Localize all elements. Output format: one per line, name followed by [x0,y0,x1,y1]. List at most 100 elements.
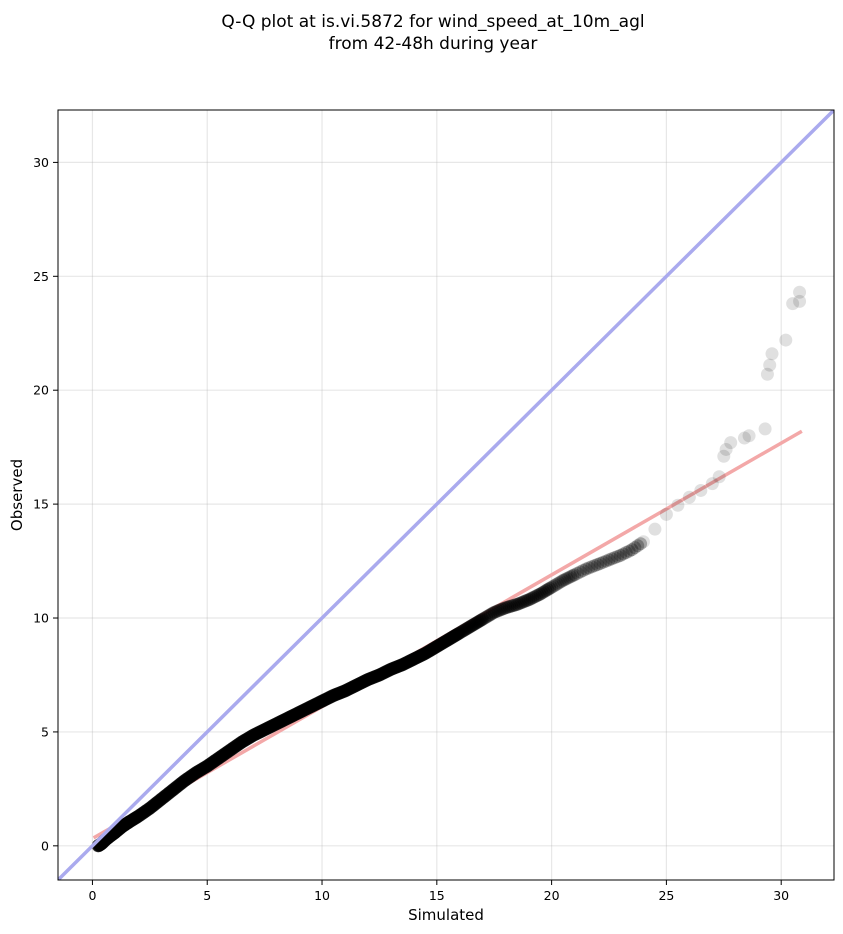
quantile-point-interp-390 [634,537,648,551]
quantile-point-interp-365 [550,577,564,591]
quantile-point-44 [556,573,570,587]
quantile-point-55 [682,490,696,504]
x-tick-label-6: 30 [773,888,789,903]
quantile-point-interp-319 [459,622,473,636]
quantile-point-interp-382 [605,552,619,566]
quantile-point-interp-328 [470,616,484,630]
y-axis-label: Observed [8,459,26,531]
quantile-point-71 [793,285,807,299]
quantile-point-interp-329 [471,615,485,629]
y-tick-label-5: 25 [33,269,49,284]
quantile-point-interp-340 [493,603,507,617]
y-tick-label-3: 15 [33,497,49,512]
quantile-point-interp-358 [535,586,549,600]
quantile-point-interp-343 [501,600,515,614]
quantile-points [91,285,807,853]
quantile-point-interp-389 [631,539,645,553]
quantile-point-63 [742,429,756,443]
quantile-point-61 [724,436,738,450]
quantile-point-interp-332 [475,613,489,627]
quantile-point-interp-373 [570,566,584,580]
identity-line [58,110,834,880]
quantile-point-interp-335 [481,609,495,623]
quantile-point-52 [648,522,662,536]
quantile-point-interp-380 [596,555,610,569]
x-tick-label-4: 20 [544,888,560,903]
quantile-point-interp-363 [547,579,561,593]
quantile-point-interp-372 [566,569,580,583]
quantile-point-interp-366 [552,576,566,590]
quantile-point-interp-316 [455,624,469,638]
quantile-point-interp-359 [537,585,551,599]
quantile-point-interp-315 [454,625,468,639]
quantile-point-interp-374 [573,565,587,579]
x-axis-ticks: 0 5 10 15 20 25 30 [88,880,789,903]
quantile-point-49 [613,548,627,562]
quantile-point-interp-324 [465,618,479,632]
quantile-point-56 [694,483,708,497]
y-tick-label-2: 10 [33,611,49,626]
x-tick-label-5: 25 [658,888,674,903]
quantile-point-interp-327 [469,616,483,630]
quantile-point-interp-321 [461,621,475,635]
quantile-point-interp-317 [456,624,470,638]
quantile-point-interp-355 [527,590,541,604]
x-axis-label: Simulated [408,906,484,924]
quantile-point-interp-368 [558,572,572,586]
quantile-point-interp-362 [543,581,557,595]
quantile-point-48 [602,553,616,567]
quantile-point-interp-344 [503,600,517,614]
x-tick-label-0: 0 [88,888,96,903]
quantile-point-interp-383 [608,551,622,565]
quantile-point-interp-339 [491,604,505,618]
quantile-point-interp-345 [504,599,518,613]
quantile-point-interp-336 [483,608,497,622]
quantile-point-50 [625,543,639,557]
quantile-point-interp-314 [452,627,466,641]
quantile-point-57 [705,477,719,491]
quantile-point-interp-387 [622,544,636,558]
quantile-point-65 [760,367,774,381]
quantile-point-67 [765,347,779,361]
quantile-point-interp-338 [489,605,503,619]
quantile-point-59 [717,449,731,463]
quantile-point-interp-388 [628,541,642,555]
chart-title-line-2: from 42-48h during year [329,34,538,54]
quantile-point-interp-377 [585,560,599,574]
quantile-point-54 [671,498,685,512]
quantile-point-interp-342 [497,602,511,616]
quantile-point-interp-350 [516,595,530,609]
quantile-point-interp-346 [506,598,520,612]
quantile-point-64 [758,422,772,436]
quantile-point-69 [786,297,800,311]
quantile-point-interp-333 [478,611,492,625]
quantile-point-46 [579,562,593,576]
quantile-point-interp-320 [460,622,474,636]
quantile-point-interp-385 [616,547,630,561]
quantile-point-40 [510,597,524,611]
quantile-point-interp-369 [560,572,574,586]
quantile-point-interp-360 [539,584,553,598]
quantile-point-42 [533,587,547,601]
x-tick-label-1: 5 [203,888,211,903]
quantile-point-60 [719,442,733,456]
quantile-point-interp-330 [472,614,486,628]
quantile-point-53 [659,507,673,521]
quantile-point-interp-367 [554,575,568,589]
x-tick-label-2: 10 [314,888,330,903]
quantile-point-47 [591,557,605,571]
quantile-point-interp-371 [564,570,578,584]
quantile-point-interp-349 [514,596,528,610]
quantile-point-interp-384 [611,550,625,564]
x-tick-label-3: 15 [429,888,445,903]
plot-area-frame [57,109,835,881]
quantile-point-interp-351 [518,594,532,608]
y-tick-label-6: 30 [33,155,49,170]
quantile-point-interp-348 [512,597,526,611]
quantile-point-41 [522,593,536,607]
y-axis-ticks: 0 5 10 15 20 25 30 [33,155,58,853]
quantile-point-interp-337 [485,606,499,620]
quantile-point-interp-378 [588,559,602,573]
quantile-point-interp-353 [524,592,538,606]
